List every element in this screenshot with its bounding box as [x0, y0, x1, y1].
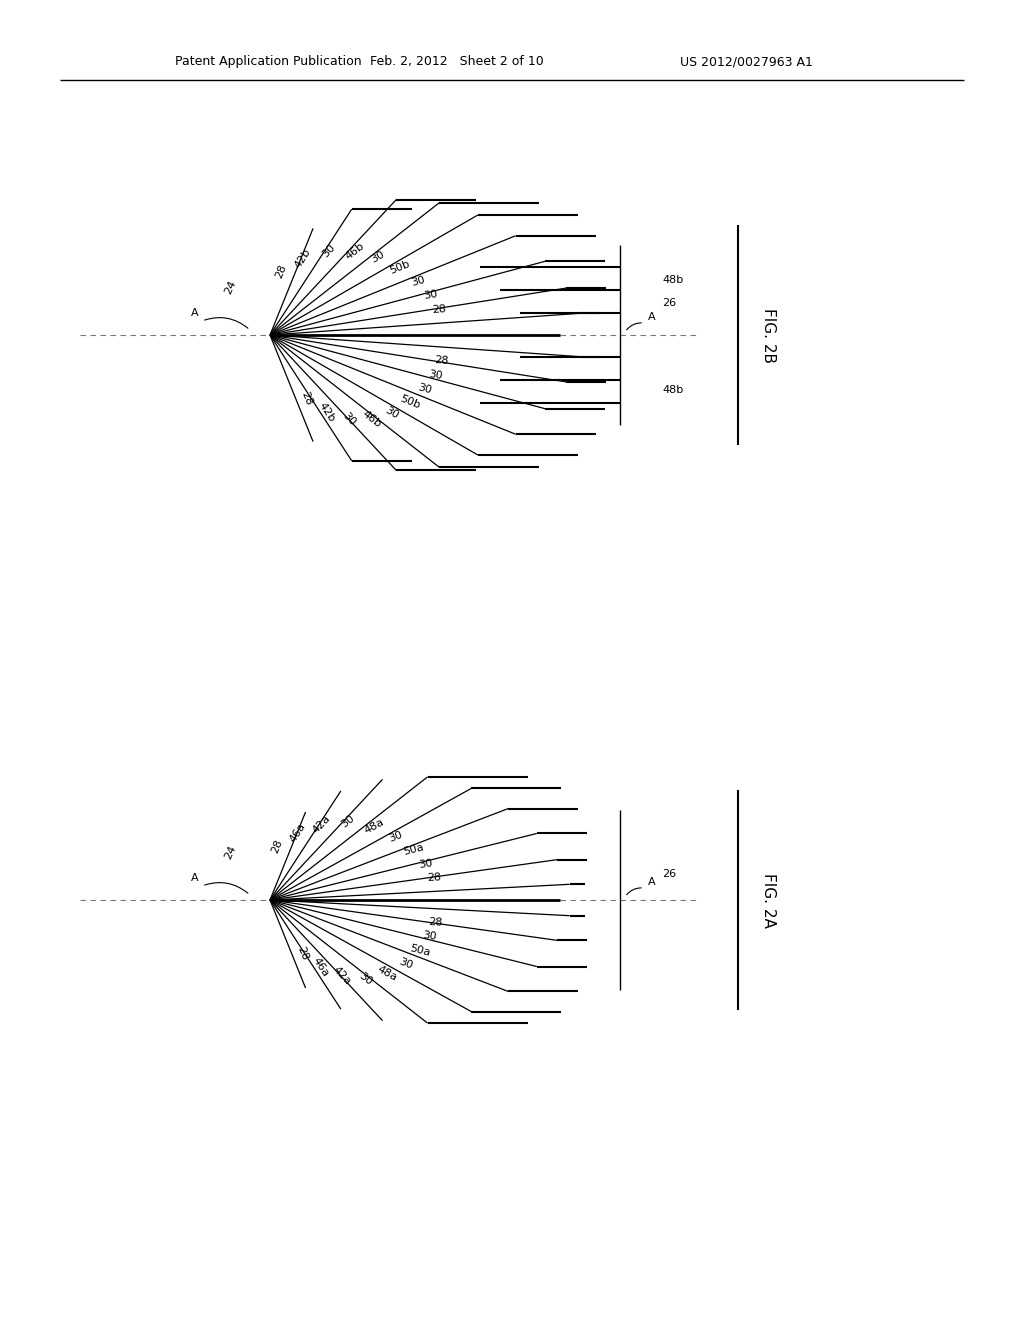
Text: 30: 30 [341, 411, 358, 428]
Text: 50b: 50b [398, 393, 422, 411]
Text: A: A [191, 873, 199, 883]
Text: 30: 30 [419, 858, 433, 870]
Text: 30: 30 [340, 813, 356, 829]
Text: 28: 28 [269, 838, 284, 855]
Text: 28: 28 [427, 873, 441, 883]
Text: US 2012/0027963 A1: US 2012/0027963 A1 [680, 55, 813, 69]
Text: 28: 28 [428, 917, 443, 928]
Text: 28: 28 [433, 355, 449, 367]
Text: 50a: 50a [402, 842, 425, 857]
Text: Feb. 2, 2012   Sheet 2 of 10: Feb. 2, 2012 Sheet 2 of 10 [370, 55, 544, 69]
Text: 48b: 48b [662, 385, 683, 395]
Text: Patent Application Publication: Patent Application Publication [175, 55, 361, 69]
Text: 30: 30 [417, 383, 433, 396]
Text: 30: 30 [388, 829, 404, 843]
Text: 26: 26 [662, 870, 676, 879]
Text: 48b: 48b [662, 275, 683, 285]
Text: 28: 28 [295, 945, 310, 962]
Text: 42a: 42a [311, 813, 333, 836]
Text: 42b: 42b [316, 400, 337, 424]
Text: 30: 30 [410, 275, 426, 288]
Text: 30: 30 [427, 368, 442, 380]
Text: 30: 30 [369, 249, 386, 265]
Text: 48a: 48a [362, 817, 385, 836]
Text: 46a: 46a [310, 956, 331, 979]
Text: 50b: 50b [388, 259, 412, 276]
Text: 30: 30 [423, 289, 438, 301]
Text: 24: 24 [222, 279, 238, 296]
Text: 30: 30 [422, 931, 437, 942]
Text: 46b: 46b [360, 408, 383, 429]
Text: 28: 28 [273, 263, 288, 280]
Text: 46a: 46a [288, 821, 307, 843]
Text: 28: 28 [432, 304, 446, 314]
Text: 26: 26 [662, 298, 676, 309]
Text: 42a: 42a [332, 965, 353, 987]
Text: A: A [648, 312, 655, 322]
Text: FIG. 2B: FIG. 2B [761, 308, 775, 363]
Text: 30: 30 [356, 970, 374, 987]
Text: FIG. 2A: FIG. 2A [761, 873, 775, 928]
Text: 50a: 50a [409, 942, 431, 957]
Text: 30: 30 [383, 405, 400, 421]
Text: A: A [191, 308, 199, 318]
Text: A: A [648, 876, 655, 887]
Text: 48a: 48a [376, 964, 399, 983]
Text: 30: 30 [321, 243, 338, 260]
Text: 28: 28 [299, 391, 314, 408]
Text: 42b: 42b [293, 247, 313, 269]
Text: 46b: 46b [343, 240, 366, 261]
Text: 30: 30 [397, 956, 415, 970]
Text: 24: 24 [222, 843, 238, 861]
